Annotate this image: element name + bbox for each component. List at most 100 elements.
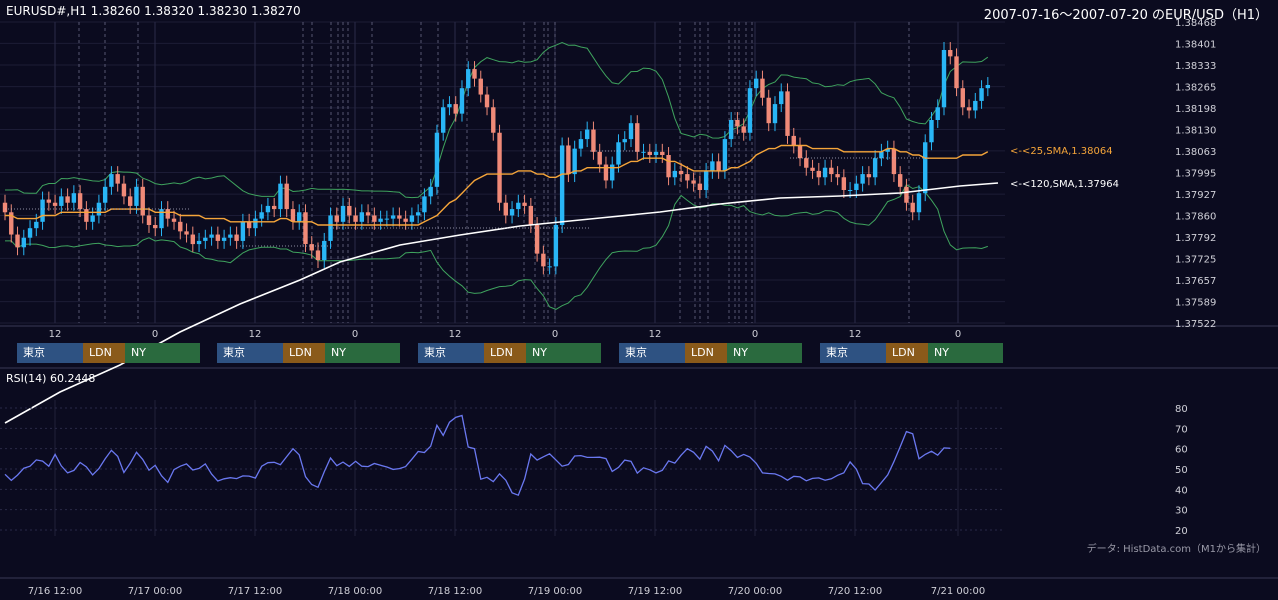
price-tick-label: 1.38401 [1175, 39, 1216, 50]
session-tokyo: 東京 [418, 343, 484, 363]
candle-up [240, 221, 246, 241]
candle-up [941, 50, 947, 108]
candle-up [516, 202, 521, 210]
hour-tick-label: 0 [152, 329, 158, 340]
candle-up [228, 234, 233, 238]
session-tokyo: 東京 [619, 343, 685, 363]
candle-down [215, 234, 221, 241]
candle-up [459, 88, 465, 114]
sma25-annotation: <-<25,SMA,1.38064 [1010, 146, 1113, 157]
candle-down [910, 202, 915, 213]
price-tick-label: 1.38063 [1175, 147, 1216, 158]
candle-down [829, 167, 834, 175]
data-credit: データ: HistData.com（M1から集計） [1086, 544, 1266, 555]
candle-down [77, 193, 83, 210]
candle-down [685, 174, 690, 181]
candle-down [835, 174, 840, 178]
session-tokyo: 東京 [217, 343, 283, 363]
candle-down [372, 215, 377, 222]
session-tokyo: 東京 [820, 343, 886, 363]
candle-up [384, 218, 390, 220]
candle-down [760, 78, 765, 98]
candle-up [935, 107, 940, 120]
hour-tick-label: 0 [955, 329, 961, 340]
hour-tick-label: 0 [752, 329, 758, 340]
bollinger-lower-line [5, 183, 988, 310]
candle-up [390, 215, 396, 219]
candle-up [923, 142, 928, 194]
candle-up [559, 145, 565, 225]
candle-up [772, 104, 778, 124]
candle-down [678, 170, 684, 175]
candle-down [453, 104, 458, 114]
candle-up [297, 212, 302, 222]
date-tick-label: 7/18 12:00 [428, 586, 482, 597]
candle-down [766, 97, 771, 124]
candle-down [190, 234, 195, 245]
candle-up [359, 212, 365, 222]
candle-down [284, 183, 289, 210]
candle-down [115, 174, 120, 184]
session-tokyo: 東京 [17, 343, 83, 363]
candle-down [566, 145, 571, 175]
price-tick-label: 1.38333 [1175, 61, 1216, 72]
candle-up [722, 139, 728, 171]
candle-up [422, 196, 427, 213]
price-tick-label: 1.37589 [1175, 298, 1216, 309]
candle-down [804, 158, 809, 168]
candle-down [591, 129, 596, 152]
candle-down [9, 212, 14, 235]
candle-down [891, 148, 897, 175]
candle-up [872, 158, 878, 178]
candle-down [15, 234, 20, 248]
candle-up [860, 174, 865, 184]
bollinger-upper-line [5, 41, 989, 199]
candle-down [785, 91, 790, 136]
chart-range-title: 2007-07-16～2007-07-20 のEUR/USD（H1） [983, 8, 1268, 23]
rsi-tick-label: 80 [1175, 404, 1188, 415]
candle-up [259, 212, 264, 219]
candle-up [21, 237, 26, 248]
candle-up [879, 151, 884, 159]
candle-up [672, 170, 678, 178]
candle-down [797, 145, 803, 159]
candle-down [365, 212, 371, 216]
candle-down [347, 205, 352, 216]
candle-up [747, 88, 753, 133]
candle-down [184, 231, 189, 235]
price-tick-label: 1.38265 [1175, 83, 1216, 94]
candle-down [541, 253, 546, 267]
candle-up [572, 148, 577, 175]
price-tick-label: 1.38130 [1175, 126, 1216, 137]
candle-down [290, 209, 296, 222]
candle-up [885, 148, 890, 152]
candle-down [246, 221, 252, 229]
sma120-line [4, 182, 999, 424]
candle-up [102, 186, 108, 203]
candle-up [27, 228, 33, 238]
candle-down [52, 202, 58, 206]
candle-down [735, 120, 740, 127]
candle-up [434, 132, 440, 187]
sma25-line [5, 144, 989, 226]
candle-down [716, 161, 721, 171]
candle-up [553, 225, 559, 267]
candle-up [428, 186, 433, 197]
price-tick-label: 1.38198 [1175, 104, 1216, 115]
candle-down [954, 56, 959, 89]
candle-down [46, 199, 52, 203]
candle-up [196, 240, 202, 245]
hour-tick-label: 12 [49, 329, 62, 340]
candle-down [2, 202, 8, 213]
candle-up [610, 164, 615, 181]
candle-up [209, 234, 214, 238]
candle-down [697, 183, 703, 190]
candle-up [509, 209, 515, 216]
date-tick-label: 7/19 00:00 [528, 586, 582, 597]
candle-up [847, 190, 853, 191]
date-tick-label: 7/21 00:00 [931, 586, 985, 597]
candle-up [854, 183, 859, 190]
rsi-line [4, 414, 951, 497]
candle-up [979, 88, 984, 101]
candle-up [59, 196, 64, 206]
